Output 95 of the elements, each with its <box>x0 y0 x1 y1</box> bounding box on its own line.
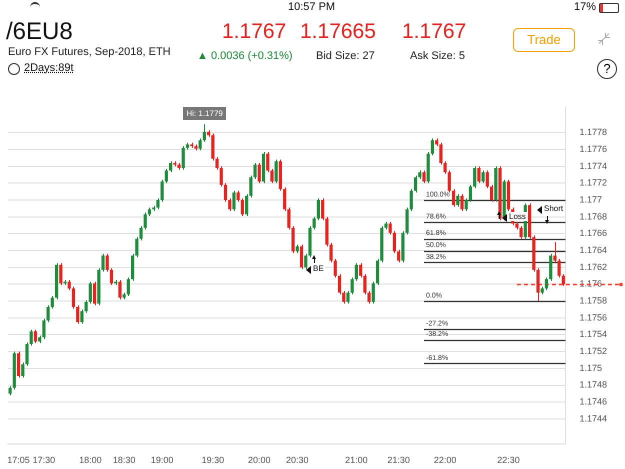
candlestick <box>76 304 80 324</box>
y-tick-label: 1.177 <box>579 194 602 205</box>
candlestick <box>414 175 418 193</box>
candlestick <box>198 138 202 151</box>
candlestick <box>452 188 456 208</box>
candlestick <box>182 146 185 170</box>
y-tick-label: 1.1746 <box>579 396 608 407</box>
candlestick <box>34 329 38 344</box>
candlestick <box>392 230 396 254</box>
candlestick <box>88 281 92 304</box>
candlestick <box>258 162 261 184</box>
candlestick <box>164 168 168 184</box>
candlestick <box>354 262 358 282</box>
candlestick <box>92 281 96 306</box>
x-tick-label: 19:00 <box>150 455 174 466</box>
candlestick <box>464 198 468 212</box>
text: Ask Size: 5 <box>410 50 466 62</box>
candlestick <box>549 253 552 282</box>
candlestick <box>202 124 206 142</box>
x-tick-label: 17:05 <box>7 455 30 466</box>
candlestick <box>422 170 426 184</box>
candlestick <box>236 190 240 202</box>
y-tick-label: 1.1764 <box>579 245 608 256</box>
candlestick <box>72 286 76 310</box>
text: 1.1767 <box>402 20 466 44</box>
candlestick <box>68 280 71 291</box>
candlestick <box>106 253 109 272</box>
candlestick <box>456 194 460 208</box>
candlestick <box>232 190 236 212</box>
candlestick <box>430 138 434 156</box>
candlestick <box>490 184 494 202</box>
x-tick-label: 17:30 <box>32 455 56 466</box>
candlestick <box>316 198 320 221</box>
candlestick <box>473 166 476 189</box>
candlestick <box>300 244 304 270</box>
candlestick <box>274 159 278 184</box>
candlestick <box>562 274 565 286</box>
candlestick <box>50 296 54 310</box>
text: Bid Size: 27 <box>316 50 375 62</box>
text: 17% <box>574 1 596 13</box>
x-tick-label: 22:30 <box>497 455 520 466</box>
annotation: BE <box>312 264 325 273</box>
x-tick-label: 18:30 <box>112 455 136 466</box>
candlestick <box>228 198 232 212</box>
x-tick-label: 22:00 <box>434 455 456 466</box>
candlestick <box>169 160 172 173</box>
candlestick <box>240 198 244 217</box>
annotation: Loss <box>508 212 527 221</box>
text: 1.1767 <box>222 20 286 44</box>
chart-subtitle: Euro FX Futures, Sep-2018, ETH <box>8 46 171 58</box>
y-tick-label: 1.1752 <box>579 346 608 356</box>
y-tick-label: 1.1776 <box>579 144 608 154</box>
text: 1.17665 <box>300 20 376 44</box>
candlestick <box>59 262 62 286</box>
y-tick-label: 1.1774 <box>579 160 608 171</box>
candlestick <box>520 226 523 240</box>
text: 2Days:89t <box>24 62 74 74</box>
y-tick-label: 1.1758 <box>579 296 608 306</box>
text: 10:57 PM <box>288 1 336 13</box>
candlestick <box>372 281 375 304</box>
candlestick <box>544 276 548 291</box>
x-tick-label: 19:30 <box>202 455 224 466</box>
candlestick <box>468 184 472 202</box>
candlestick <box>118 280 122 300</box>
help-icon: ? <box>597 59 617 79</box>
y-tick-label: 1.175 <box>579 362 602 373</box>
candlestick <box>397 249 400 263</box>
y-tick-label: 1.1744 <box>579 413 608 424</box>
annotation: Short <box>543 204 564 213</box>
y-tick-label: 1.1756 <box>579 312 608 322</box>
candlestick <box>110 268 114 286</box>
x-tick-label: 20:30 <box>286 455 309 466</box>
chart-title: /6EU8 <box>6 18 73 46</box>
x-tick-label: 18:00 <box>79 455 102 466</box>
y-tick-label: 1.1768 <box>579 211 608 222</box>
candlestick <box>16 351 20 378</box>
annotation: Hi: 1.1779 <box>183 107 226 120</box>
candlestick <box>126 276 130 297</box>
candlestick <box>224 182 228 202</box>
y-tick-label: 1.1748 <box>579 380 608 390</box>
candlestick <box>486 170 489 189</box>
candlestick <box>460 194 464 212</box>
y-tick-label: 1.1772 <box>579 178 608 188</box>
x-tick-label: 21:30 <box>387 455 410 466</box>
y-tick-label: 1.1754 <box>579 329 608 340</box>
text: Trade <box>513 28 575 52</box>
text: ▲ 0.0036 (+0.31%) <box>197 50 293 62</box>
y-tick-label: 1.1762 <box>579 262 608 272</box>
x-tick-label: 21:00 <box>345 455 368 466</box>
candlestick <box>482 170 485 184</box>
candlestick <box>388 221 392 236</box>
candlestick <box>477 166 480 184</box>
y-tick-label: 1.1778 <box>579 127 608 138</box>
x-tick-label: 20:00 <box>248 455 271 466</box>
y-tick-label: 1.1766 <box>579 228 608 238</box>
